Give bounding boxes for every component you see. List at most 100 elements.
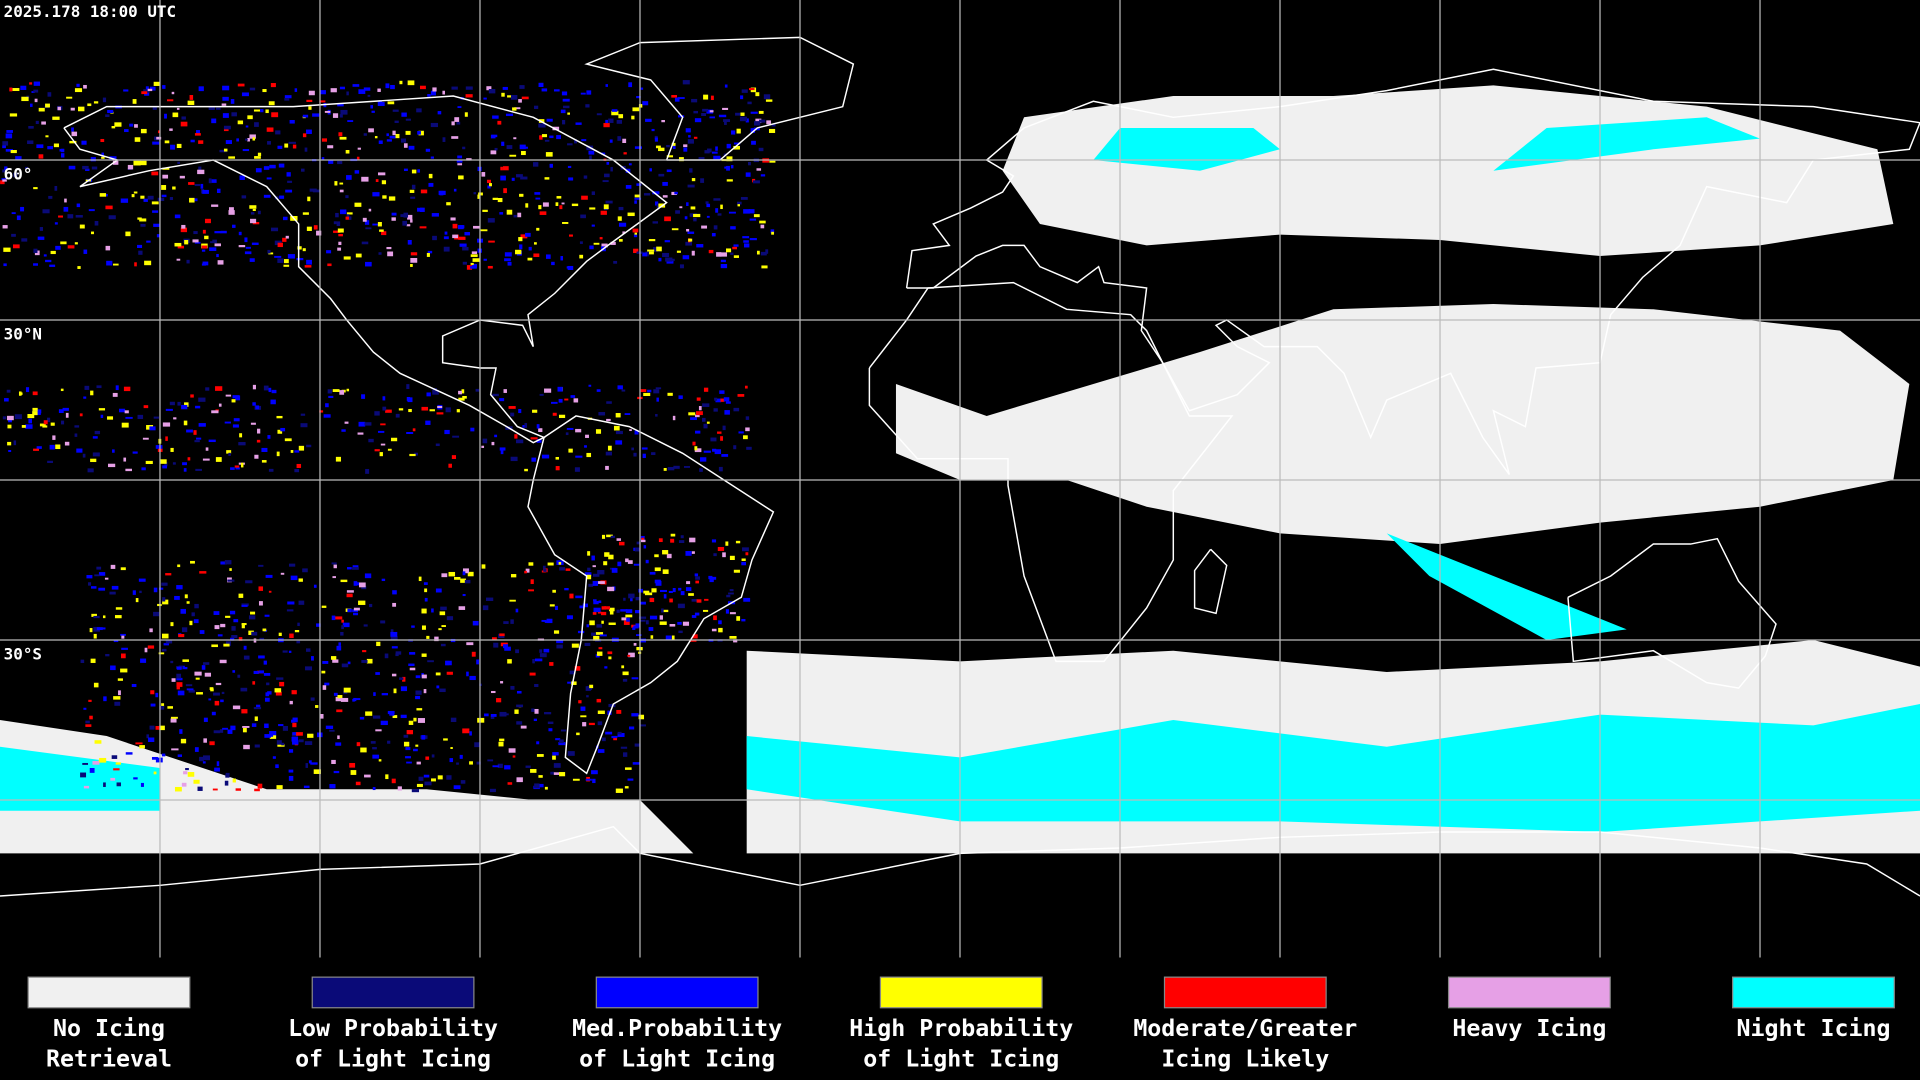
speckle [462, 146, 466, 150]
speckle [177, 754, 183, 757]
speckle [13, 440, 17, 446]
speckle [682, 255, 690, 260]
speckle [363, 624, 368, 627]
speckle [156, 136, 162, 140]
speckle [623, 752, 628, 757]
speckle [125, 416, 133, 419]
speckle [363, 87, 371, 91]
speckle [490, 714, 497, 717]
speckle [354, 202, 362, 207]
legend-swatch [1732, 976, 1895, 1009]
speckle [516, 777, 523, 783]
speckle [209, 687, 214, 690]
speckle [748, 162, 751, 166]
speckle [74, 425, 80, 428]
speckle [531, 708, 535, 712]
speckle [605, 200, 613, 204]
speckle [541, 619, 547, 622]
speckle [504, 765, 511, 770]
speckle [194, 184, 201, 187]
speckle [112, 160, 119, 165]
speckle [513, 214, 517, 218]
speckle [405, 130, 411, 135]
speckle [333, 564, 337, 569]
speckle [654, 137, 658, 142]
speckle [599, 634, 607, 637]
speckle [3, 247, 11, 252]
speckle [223, 643, 230, 647]
speckle [634, 146, 643, 149]
speckle [176, 258, 181, 261]
speckle [618, 239, 623, 242]
speckle [111, 126, 116, 129]
legend-label: of Light Icing [579, 1046, 775, 1073]
speckle [575, 595, 583, 599]
speckle [512, 107, 517, 111]
speckle [760, 251, 767, 256]
speckle [473, 225, 480, 229]
speckle [640, 87, 644, 90]
speckle [411, 184, 416, 190]
speckle [216, 761, 220, 767]
speckle [418, 776, 424, 781]
speckle [276, 740, 282, 745]
speckle [709, 116, 715, 119]
speckle [42, 209, 50, 214]
speckle [276, 451, 280, 457]
speckle [564, 398, 569, 401]
speckle [532, 409, 538, 413]
speckle [685, 128, 691, 133]
speckle [738, 431, 744, 434]
speckle [698, 406, 702, 411]
speckle [134, 137, 141, 142]
speckle [27, 414, 35, 419]
speckle [441, 625, 446, 627]
speckle [184, 402, 189, 407]
speckle [337, 695, 343, 699]
speckle [34, 98, 38, 103]
speckle [226, 450, 232, 454]
speckle [258, 586, 264, 591]
speckle [180, 608, 186, 614]
speckle [123, 457, 127, 462]
speckle [15, 156, 22, 160]
speckle [412, 428, 416, 432]
speckle [544, 388, 552, 393]
speckle [516, 721, 523, 725]
speckle [726, 248, 732, 253]
speckle [330, 88, 337, 93]
speckle [143, 198, 148, 202]
speckle [214, 625, 220, 630]
speckle [292, 722, 297, 728]
speckle [641, 539, 646, 543]
speckle [584, 642, 591, 647]
speckle [35, 120, 39, 125]
speckle [643, 193, 651, 196]
speckle [177, 690, 185, 696]
speckle [124, 129, 129, 133]
speckle [599, 237, 603, 240]
speckle [733, 255, 739, 258]
speckle [346, 590, 354, 593]
speckle [749, 238, 757, 241]
speckle [2, 145, 6, 149]
speckle [289, 700, 293, 705]
speckle [406, 396, 411, 401]
speckle [566, 427, 574, 430]
speckle [658, 147, 665, 152]
speckle [662, 181, 668, 186]
speckle [275, 764, 279, 769]
speckle [689, 537, 696, 543]
speckle [588, 384, 592, 387]
speckle [426, 635, 430, 639]
speckle [200, 183, 204, 189]
speckle [357, 432, 364, 435]
speckle [76, 203, 81, 208]
speckle [282, 650, 288, 653]
speckle [500, 166, 503, 171]
speckle [635, 623, 640, 628]
speckle [165, 408, 173, 411]
speckle [342, 622, 350, 628]
speckle [427, 660, 434, 663]
